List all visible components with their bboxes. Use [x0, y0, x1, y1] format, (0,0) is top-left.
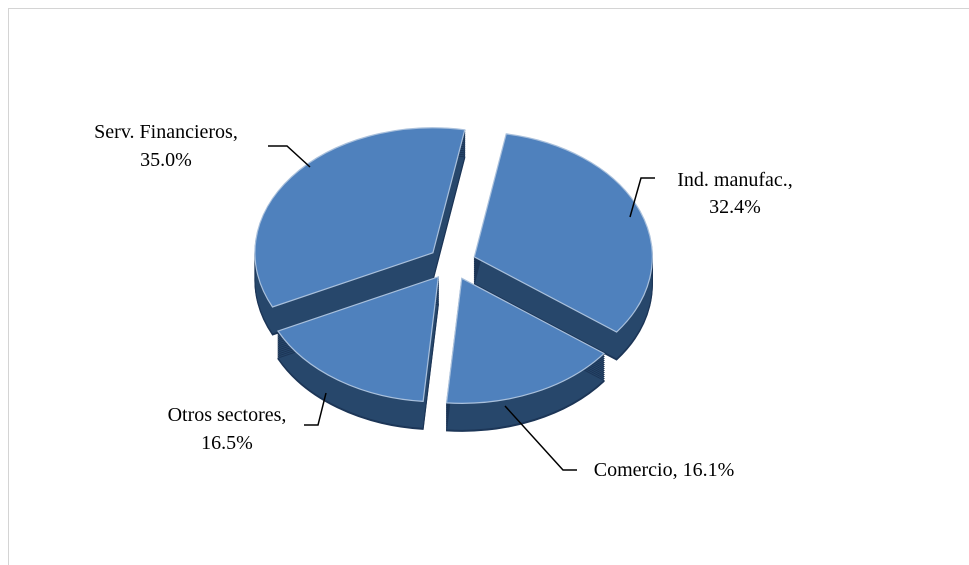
- label-otros-sectores: Otros sectores,: [168, 404, 287, 426]
- leader-line-otros-sectores: [304, 392, 327, 426]
- label-otros-sectores-value: 16.5%: [201, 432, 253, 454]
- label-serv-financieros-value: 35.0%: [140, 149, 192, 171]
- chart-frame: [8, 8, 969, 565]
- leader-line-ind-manufac: [629, 177, 655, 218]
- pie-slices: [254, 127, 653, 432]
- label-serv-financieros: Serv. Financieros,: [94, 121, 238, 143]
- slice-otros-sectores: [277, 275, 440, 403]
- slice-serv-financieros: [254, 127, 466, 308]
- slice-ind-manufac: [473, 133, 653, 333]
- slice-comercio: [445, 277, 606, 404]
- label-ind-manufac-value: 32.4%: [709, 196, 761, 218]
- label-ind-manufac: Ind. manufac.,: [677, 169, 793, 191]
- leader-line-serv-financieros: [268, 145, 311, 168]
- leader-line-comercio: [504, 405, 577, 471]
- label-comercio: Comercio, 16.1%: [594, 459, 735, 481]
